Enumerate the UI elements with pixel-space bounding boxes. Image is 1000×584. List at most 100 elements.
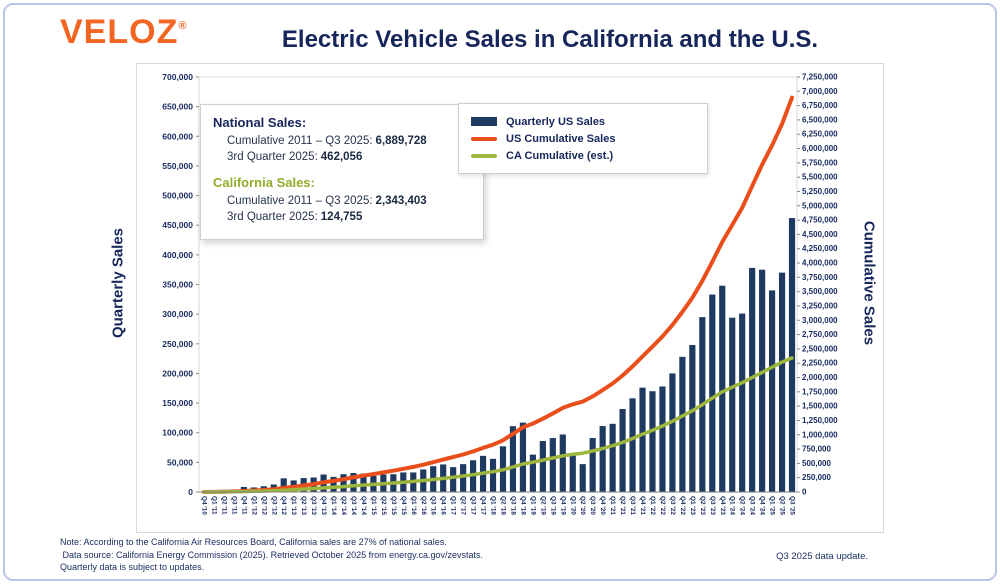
legend-item-quarterly-us-sales: Quarterly US Sales (471, 114, 695, 129)
svg-text:Q2 '22: Q2 '22 (659, 496, 666, 515)
svg-text:Q3 '16: Q3 '16 (430, 496, 437, 515)
svg-text:Q1 '18: Q1 '18 (490, 496, 497, 515)
legend-label: US Cumulative Sales (506, 132, 616, 145)
sales-summary-annotation: National Sales: Cumulative 2011 – Q3 202… (200, 104, 484, 240)
svg-text:0: 0 (188, 487, 193, 497)
veloz-logo-text: VELOZ (60, 13, 179, 51)
svg-text:750,000: 750,000 (802, 445, 831, 454)
national-quarter-label: 3rd Quarter 2025: (227, 151, 318, 163)
ev-sales-chart: 0 50,000 100,000 150,000 200,000 250,000 300,0… (162, 72, 838, 515)
svg-text:6,000,000: 6,000,000 (802, 144, 838, 153)
svg-text:Q4 '17: Q4 '17 (480, 496, 487, 515)
svg-text:Q2 '23: Q2 '23 (699, 496, 706, 515)
svg-text:2,000,000: 2,000,000 (802, 373, 838, 382)
svg-text:Q3 '12: Q3 '12 (270, 496, 277, 515)
svg-text:Q3 '24: Q3 '24 (749, 496, 756, 515)
legend-item-ca-cumulative: CA Cumulative (est.) (471, 148, 695, 163)
right-axis-ticks: 0 250,000 500,000 750,000 1,000,000 1,250,000… (797, 73, 838, 497)
svg-text:1,250,000: 1,250,000 (802, 416, 838, 425)
svg-text:Q1 '14: Q1 '14 (330, 496, 337, 515)
svg-text:3,500,000: 3,500,000 (802, 287, 838, 296)
svg-text:Q4 '15: Q4 '15 (400, 496, 407, 515)
national-cumulative-value: 6,889,728 (375, 135, 427, 147)
svg-text:Q2 '21: Q2 '21 (619, 496, 626, 515)
svg-text:Q3 '20: Q3 '20 (589, 496, 596, 515)
svg-text:Q3 '15: Q3 '15 (390, 496, 397, 515)
svg-text:Q2 '15: Q2 '15 (380, 496, 387, 515)
svg-text:Q4 '18: Q4 '18 (519, 496, 526, 515)
svg-text:Q3 '22: Q3 '22 (669, 496, 676, 515)
svg-text:550,000: 550,000 (162, 161, 193, 171)
legend-label: CA Cumulative (est.) (506, 149, 614, 162)
green-line-swatch-icon (471, 153, 497, 158)
california-sales-heading: California Sales: (213, 175, 315, 190)
national-cumulative-label: Cumulative 2011 – Q3 2025: (227, 135, 373, 147)
svg-text:Q1 '22: Q1 '22 (649, 496, 656, 515)
data-update-note: Q3 2025 data update. (776, 551, 868, 562)
page-title: Electric Vehicle Sales in California and… (281, 26, 819, 53)
svg-text:Q4 '16: Q4 '16 (440, 496, 447, 515)
svg-text:5,500,000: 5,500,000 (802, 173, 838, 182)
svg-text:3,250,000: 3,250,000 (802, 301, 838, 310)
svg-text:500,000: 500,000 (802, 459, 831, 468)
svg-text:Q1 '15: Q1 '15 (370, 496, 377, 515)
orange-line-swatch-icon (471, 136, 497, 141)
svg-text:0: 0 (802, 488, 807, 497)
svg-text:Q2 '18: Q2 '18 (499, 496, 506, 515)
svg-text:Q1 '19: Q1 '19 (529, 496, 536, 515)
svg-text:4,000,000: 4,000,000 (802, 259, 838, 268)
y-axis-label-cumulative-sales: Cumulative Sales (860, 220, 878, 346)
y-axis-label-quarterly-sales: Quarterly Sales (109, 227, 127, 339)
svg-text:Q2 '20: Q2 '20 (579, 496, 586, 515)
california-quarter-line: 3rd Quarter 2025: 124,755 (213, 211, 471, 223)
line-ca-cumulative-est- (202, 356, 794, 494)
california-cumulative-label: Cumulative 2011 – Q3 2025: (227, 195, 373, 207)
svg-text:Q3 '23: Q3 '23 (709, 496, 716, 515)
california-quarter-value: 124,755 (320, 211, 363, 223)
svg-text:250,000: 250,000 (162, 339, 193, 349)
svg-text:Q3 '18: Q3 '18 (509, 496, 516, 515)
footer-note-line-3: Quarterly data is subject to updates. (60, 562, 205, 572)
national-cumulative-line: Cumulative 2011 – Q3 2025: 6,889,728 (213, 135, 471, 147)
footer-note-line-2: Data source: California Energy Commissio… (60, 549, 484, 560)
svg-text:Q2 '25: Q2 '25 (779, 496, 786, 515)
svg-text:200,000: 200,000 (162, 368, 193, 378)
svg-text:Q1 '12: Q1 '12 (250, 496, 257, 515)
california-cumulative-line: Cumulative 2011 – Q3 2025: 2,343,403 (213, 195, 471, 207)
footer-notes: Note: According to the California Air Re… (60, 536, 483, 574)
svg-text:Q2 '19: Q2 '19 (539, 496, 546, 515)
svg-text:Q1 '25: Q1 '25 (769, 496, 776, 515)
svg-text:Q2 '11: Q2 '11 (220, 496, 227, 515)
svg-text:Q4 '10: Q4 '10 (200, 496, 207, 515)
left-axis-ticks: 0 50,000 100,000 150,000 200,000 250,000 300,0… (162, 72, 199, 497)
svg-text:Q4 '20: Q4 '20 (599, 496, 606, 515)
svg-text:Q1 '23: Q1 '23 (689, 496, 696, 515)
svg-text:3,000,000: 3,000,000 (802, 316, 838, 325)
svg-text:350,000: 350,000 (162, 280, 193, 290)
bar-swatch-icon (471, 117, 497, 126)
svg-text:4,750,000: 4,750,000 (802, 216, 838, 225)
svg-text:Q2 '13: Q2 '13 (300, 496, 307, 515)
svg-text:Q1 '17: Q1 '17 (450, 496, 457, 515)
footer-note-line-1: Note: According to the California Air Re… (60, 537, 447, 547)
svg-text:6,250,000: 6,250,000 (802, 130, 838, 139)
legend-label: Quarterly US Sales (506, 115, 606, 128)
svg-text:100,000: 100,000 (162, 428, 193, 438)
svg-text:Q4 '12: Q4 '12 (280, 496, 287, 515)
x-axis-quarter-labels: Q4 '10 Q1 '11 Q2 '11 Q3 '11 Q4 '11 Q1 '12 Q2 '… (200, 496, 795, 515)
svg-text:400,000: 400,000 (162, 250, 193, 260)
svg-text:Q2 '12: Q2 '12 (260, 496, 267, 515)
svg-text:Q4 '22: Q4 '22 (679, 496, 686, 515)
svg-text:Q3 '21: Q3 '21 (629, 496, 636, 515)
svg-text:Q3 '17: Q3 '17 (470, 496, 477, 515)
svg-text:Q3 '13: Q3 '13 (310, 496, 317, 515)
svg-text:Q4 '24: Q4 '24 (759, 496, 766, 515)
svg-text:6,500,000: 6,500,000 (802, 115, 838, 124)
svg-text:3,750,000: 3,750,000 (802, 273, 838, 282)
svg-text:4,250,000: 4,250,000 (802, 244, 838, 253)
svg-text:Q1 '13: Q1 '13 (290, 496, 297, 515)
svg-text:600,000: 600,000 (162, 131, 193, 141)
svg-text:Q3 '19: Q3 '19 (549, 496, 556, 515)
svg-text:2,750,000: 2,750,000 (802, 330, 838, 339)
